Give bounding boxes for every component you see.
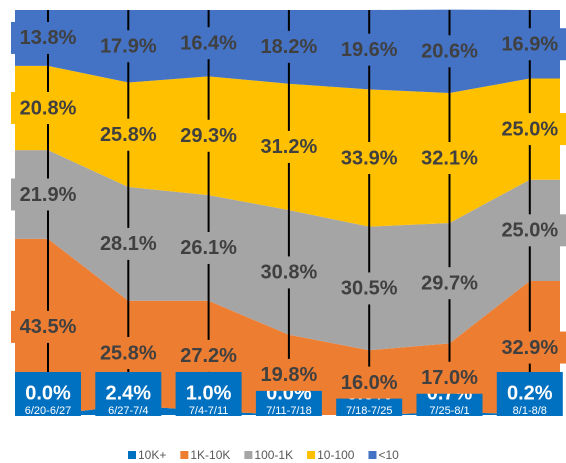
legend-label: 10K+ (138, 448, 166, 462)
x-tick-label: 6/27-7/4 (108, 405, 148, 417)
label-box (11, 92, 85, 125)
label-box (251, 256, 326, 289)
value-label: 30.8% (261, 262, 318, 284)
label-box (251, 30, 326, 63)
value-label: 1.0% (186, 382, 232, 404)
label-box (171, 231, 246, 264)
area (15, 150, 560, 351)
label-box (171, 339, 246, 372)
legend-label: <10 (378, 448, 399, 462)
label-box (412, 35, 487, 68)
legend-swatch (180, 451, 189, 459)
value-label: 27.2% (180, 345, 237, 367)
value-label: 25.8% (100, 342, 157, 364)
label-box (412, 267, 487, 300)
value-label: 18.2% (261, 36, 318, 58)
label-box (175, 372, 242, 416)
x-tick-label: 8/1-8/8 (513, 405, 547, 417)
label-box (91, 337, 166, 370)
legend-swatch (368, 451, 377, 459)
value-label: 29.7% (421, 272, 478, 294)
legend-swatch (307, 451, 316, 459)
value-label: 31.2% (261, 136, 318, 158)
label-box (171, 119, 246, 152)
label-box (332, 272, 407, 305)
value-label: 17.9% (100, 36, 157, 58)
label-box (91, 227, 166, 260)
label-box (11, 310, 85, 343)
value-label: 2.4% (106, 382, 152, 404)
value-label: 20.6% (421, 41, 478, 63)
label-box (91, 118, 166, 151)
value-label: 17.0% (421, 367, 478, 389)
legend-label: 1K-10K (190, 448, 230, 462)
legend-label: 10-100 (317, 448, 355, 462)
legend-swatch (244, 451, 253, 459)
value-label: 30.5% (341, 278, 398, 300)
value-label: 25.0% (501, 118, 558, 140)
x-tick-label: 6/20-6/27 (25, 405, 71, 417)
value-label: 28.1% (100, 233, 157, 255)
label-box (412, 361, 487, 394)
value-label: 16.0% (341, 372, 398, 394)
value-label: 16.9% (501, 34, 558, 56)
x-tick-label: 7/11-7/18 (266, 405, 312, 417)
label-box (496, 372, 563, 416)
label-box (332, 366, 407, 399)
value-label: 26.1% (180, 237, 237, 259)
legend-label: 100-1K (254, 448, 293, 462)
value-label: 25.0% (501, 220, 558, 242)
value-label: 0.2% (507, 382, 553, 404)
x-tick-label: 7/4-7/11 (189, 405, 229, 417)
value-label: 13.8% (20, 27, 77, 49)
label-box (91, 30, 166, 63)
value-label: 32.1% (421, 147, 478, 169)
legend-swatch (128, 451, 136, 459)
value-label: 33.9% (341, 147, 398, 169)
value-label: 29.3% (180, 125, 237, 147)
value-label: 43.5% (20, 316, 77, 338)
label-box (412, 142, 487, 175)
value-label: 0.0% (25, 382, 71, 404)
value-label: 32.9% (501, 337, 558, 359)
label-box (95, 372, 162, 416)
x-tick-label: 7/18-7/25 (346, 405, 392, 417)
value-label: 25.8% (100, 124, 157, 146)
x-tick-label: 7/25-8/1 (429, 405, 469, 417)
label-box (332, 33, 407, 66)
label-box (492, 28, 566, 61)
value-label: 16.4% (180, 32, 237, 54)
label-box (11, 178, 85, 211)
label-box (251, 358, 326, 391)
label-box (15, 372, 81, 416)
label-box (492, 214, 566, 247)
value-label: 19.6% (341, 39, 398, 61)
value-label: 19.8% (261, 364, 318, 386)
value-label: 20.8% (20, 97, 77, 119)
value-label: 21.9% (20, 184, 77, 206)
label-box (251, 130, 326, 163)
label-box (332, 142, 407, 175)
label-box (171, 27, 246, 60)
label-box (492, 331, 566, 364)
label-box (492, 113, 566, 146)
label-box (11, 21, 85, 54)
